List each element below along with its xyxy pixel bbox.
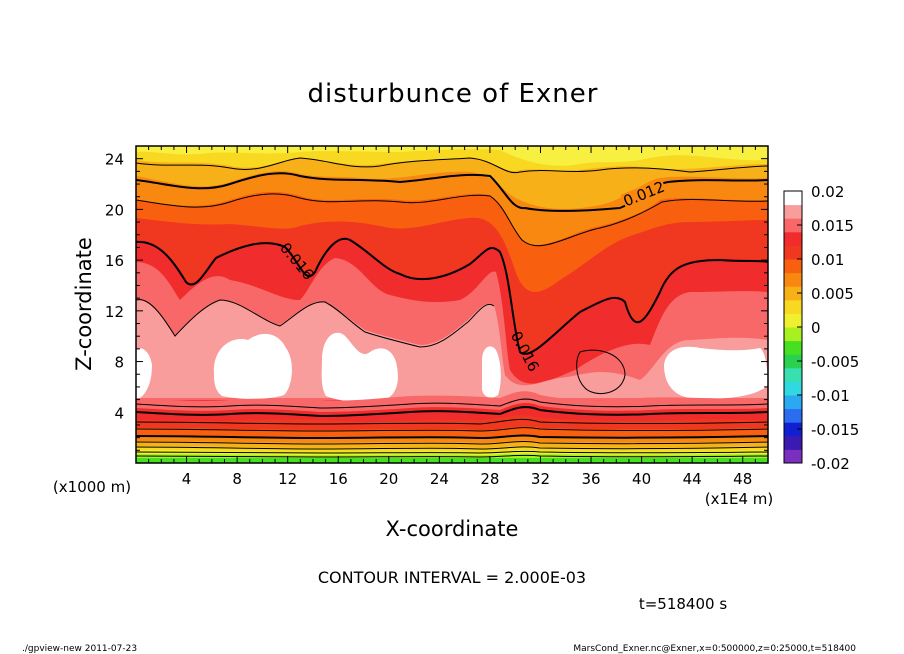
- colorbar-swatch: [784, 381, 802, 396]
- colorbar-label: 0.02: [811, 183, 844, 201]
- x-tick-label: 40: [632, 470, 651, 488]
- colorbar-swatch: [784, 231, 802, 246]
- colorbar-swatch: [784, 367, 802, 382]
- chart-title: disturbunce of Exner: [308, 79, 599, 109]
- band-light-pink: [136, 299, 768, 398]
- colorbar: [783, 190, 803, 464]
- colorbar-swatch: [784, 340, 802, 355]
- max-region-4: [664, 346, 768, 399]
- x-tick-label: 8: [232, 470, 242, 488]
- colorbar-swatch: [784, 354, 802, 369]
- colorbar-swatch: [784, 272, 802, 287]
- y-tick-label: 24: [105, 151, 124, 169]
- footer-left: ./gpview-new 2011-07-23: [22, 644, 137, 654]
- colorbar-swatch: [784, 408, 802, 423]
- colorbar-swatch: [784, 245, 802, 260]
- x-tick-label: 48: [733, 470, 752, 488]
- x-tick-label: 24: [430, 470, 449, 488]
- colorbar-swatch: [784, 299, 802, 314]
- contour-lines: [136, 157, 768, 458]
- band-yellow-top: [136, 146, 768, 166]
- max-region-2: [321, 332, 398, 402]
- y-axis: 4 8 12 16 20 24: [105, 145, 768, 464]
- x-tick-label: 4: [182, 470, 192, 488]
- colorbar-label: 0: [811, 319, 821, 337]
- footer-right: MarsCond_Exner.nc@Exner,x=0:500000,z=0:2…: [573, 644, 856, 654]
- y-tick-label: 20: [105, 201, 124, 219]
- time-text: t=518400 s: [639, 595, 727, 613]
- y-tick-label: 4: [114, 404, 124, 422]
- colorbar-swatch: [784, 286, 802, 301]
- colorbar-label: -0.005: [811, 353, 859, 371]
- colorbar-swatch: [784, 259, 802, 274]
- x-scale-label: (x1E4 m): [705, 490, 774, 508]
- y-tick-label: 16: [105, 252, 124, 270]
- x-axis-title: X-coordinate: [386, 517, 519, 541]
- colorbar-label: -0.02: [811, 455, 850, 473]
- contour-field: 0.012 0.016 0.016: [136, 146, 768, 463]
- colorbar-swatch: [784, 204, 802, 219]
- colorbar-label: 0.01: [811, 251, 844, 269]
- y-tick-label: 12: [105, 303, 124, 321]
- colorbar-label: 0.005: [811, 285, 854, 303]
- colorbar-label: -0.015: [811, 421, 859, 439]
- colorbar-swatch: [784, 449, 802, 464]
- colorbar-swatch: [784, 313, 802, 328]
- max-region-3: [482, 346, 501, 398]
- max-region-1: [213, 333, 292, 399]
- colorbar-label: 0.015: [811, 217, 854, 235]
- colorbar-label: -0.01: [811, 387, 850, 405]
- colorbar-swatch: [784, 435, 802, 450]
- x-tick-label: 16: [329, 470, 348, 488]
- colorbar-swatch: [784, 191, 802, 206]
- x-tick-label: 28: [480, 470, 499, 488]
- colorbar-swatch: [784, 327, 802, 342]
- y-axis-title: Z-coordinate: [72, 237, 96, 371]
- colorbar-labels: 0.02 0.015 0.01 0.005 0 -0.005 -0.01 -0.015 -0.0…: [797, 183, 859, 473]
- x-tick-label: 32: [531, 470, 550, 488]
- x-axis: 4 8 12 16 20 24 28 32 36 40 44 48: [135, 146, 769, 488]
- x-unit-label: (x1000 m): [53, 478, 131, 496]
- x-tick-label: 44: [683, 470, 702, 488]
- colorbar-swatch: [784, 422, 802, 437]
- y-tick-label: 8: [114, 354, 124, 372]
- colorbar-swatch: [784, 395, 802, 410]
- max-region-5: [136, 348, 152, 398]
- x-tick-label: 20: [379, 470, 398, 488]
- colorbar-swatch: [784, 218, 802, 233]
- contour-interval-text: CONTOUR INTERVAL = 2.000E-03: [318, 568, 586, 587]
- x-tick-label: 36: [581, 470, 600, 488]
- x-tick-label: 12: [278, 470, 297, 488]
